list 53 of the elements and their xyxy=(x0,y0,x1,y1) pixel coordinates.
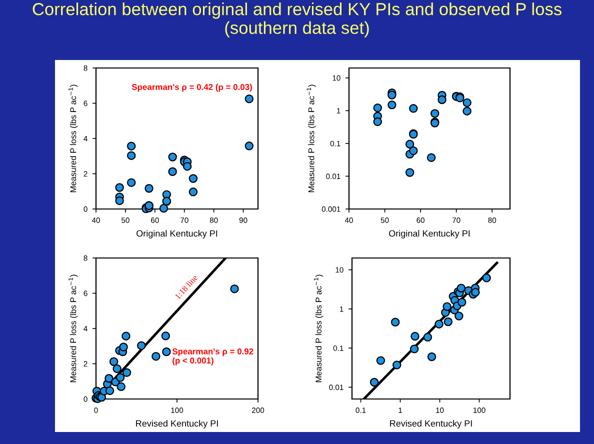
point xyxy=(162,347,171,356)
point xyxy=(116,382,126,392)
point xyxy=(126,178,136,187)
point xyxy=(137,341,146,350)
y-axis-title: Measured P loss (lbs P ac$^{−1}$) xyxy=(314,274,324,382)
point xyxy=(430,109,440,118)
annotation: Spearman's ρ = 0.42 (p = 0.03) xyxy=(132,84,252,92)
point xyxy=(462,98,472,108)
annotation: 1:18 line xyxy=(174,274,198,300)
x-axis-title: Original Kentucky PI xyxy=(136,230,218,238)
y-axis-title: Measured P loss (lbs P ac$^{−1}$) xyxy=(68,274,78,382)
point xyxy=(144,184,154,193)
point xyxy=(244,142,254,150)
point xyxy=(122,368,132,377)
point xyxy=(126,142,136,150)
point xyxy=(438,95,446,104)
x-axis-title: Revised Kentucky PI xyxy=(136,420,218,428)
y-axis-title: Measured P loss (lbs P ac$^{−1}$) xyxy=(68,84,78,192)
point xyxy=(126,151,136,160)
point xyxy=(188,188,198,196)
point xyxy=(109,357,118,366)
point xyxy=(373,103,382,112)
point xyxy=(405,168,414,177)
point xyxy=(373,117,382,126)
annotation: Spearman's ρ = 0.92 (p < 0.001) xyxy=(172,348,254,366)
point xyxy=(122,332,130,340)
point xyxy=(244,94,254,104)
x-axis-title: Revised Kentucky PI xyxy=(390,420,472,428)
point xyxy=(152,352,160,361)
x-axis-title: Original Kentucky PI xyxy=(389,230,470,238)
text: Correlation between original and revised KY PIs and observed P loss (southern data set) xyxy=(32,2,562,38)
point xyxy=(409,104,418,113)
point xyxy=(119,342,128,352)
point xyxy=(112,364,122,374)
point xyxy=(168,167,177,176)
point xyxy=(104,374,114,383)
point xyxy=(426,153,436,162)
point xyxy=(115,183,124,192)
point xyxy=(116,373,125,382)
point xyxy=(168,152,177,162)
point xyxy=(182,162,192,171)
point xyxy=(159,204,168,213)
point xyxy=(462,106,472,116)
point xyxy=(405,140,414,149)
point xyxy=(115,196,124,206)
point xyxy=(388,90,396,100)
point xyxy=(105,386,114,396)
y-axis-title: Measured P loss (lbs P ac$^{−1}$) xyxy=(306,84,316,192)
point xyxy=(230,284,239,294)
point xyxy=(388,100,396,110)
point xyxy=(188,174,198,183)
point xyxy=(409,146,418,156)
point xyxy=(161,332,170,340)
